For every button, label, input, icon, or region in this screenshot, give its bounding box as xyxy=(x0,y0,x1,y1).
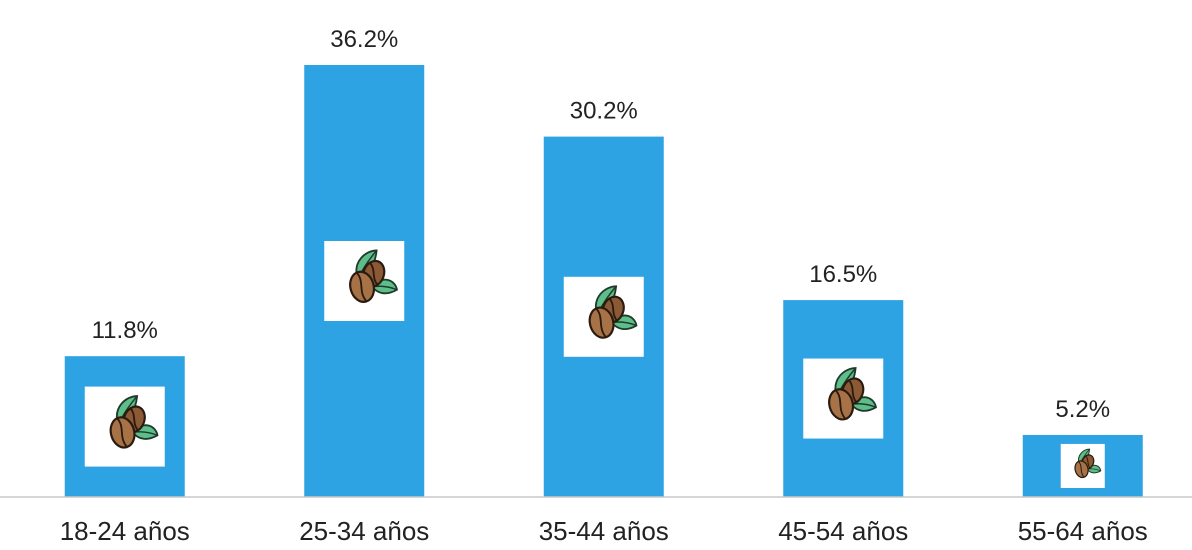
value-label-3: 16.5% xyxy=(809,261,877,288)
category-label-2: 35-44 años xyxy=(539,516,669,546)
value-label-2: 30.2% xyxy=(570,98,638,125)
category-label-0: 18-24 años xyxy=(60,516,190,546)
labels-group: 11.8% 18-24 años 36.2% 25-34 años 30.2% 35-44… xyxy=(60,26,1148,546)
category-label-1: 25-34 años xyxy=(299,516,429,546)
category-label-4: 55-64 años xyxy=(1018,516,1148,546)
coffee-beans-icon xyxy=(803,358,884,439)
coffee-beans-icon xyxy=(324,241,405,321)
coffee-beans-icon xyxy=(563,276,644,357)
value-label-0: 11.8% xyxy=(92,317,158,344)
category-label-3: 45-54 años xyxy=(778,516,908,546)
coffee-beans-icon xyxy=(84,386,165,467)
bars-group xyxy=(64,65,1143,497)
coffee-beans-icon xyxy=(1060,443,1105,488)
value-label-4: 5.2% xyxy=(1055,396,1110,423)
value-label-1: 36.2% xyxy=(330,26,398,53)
